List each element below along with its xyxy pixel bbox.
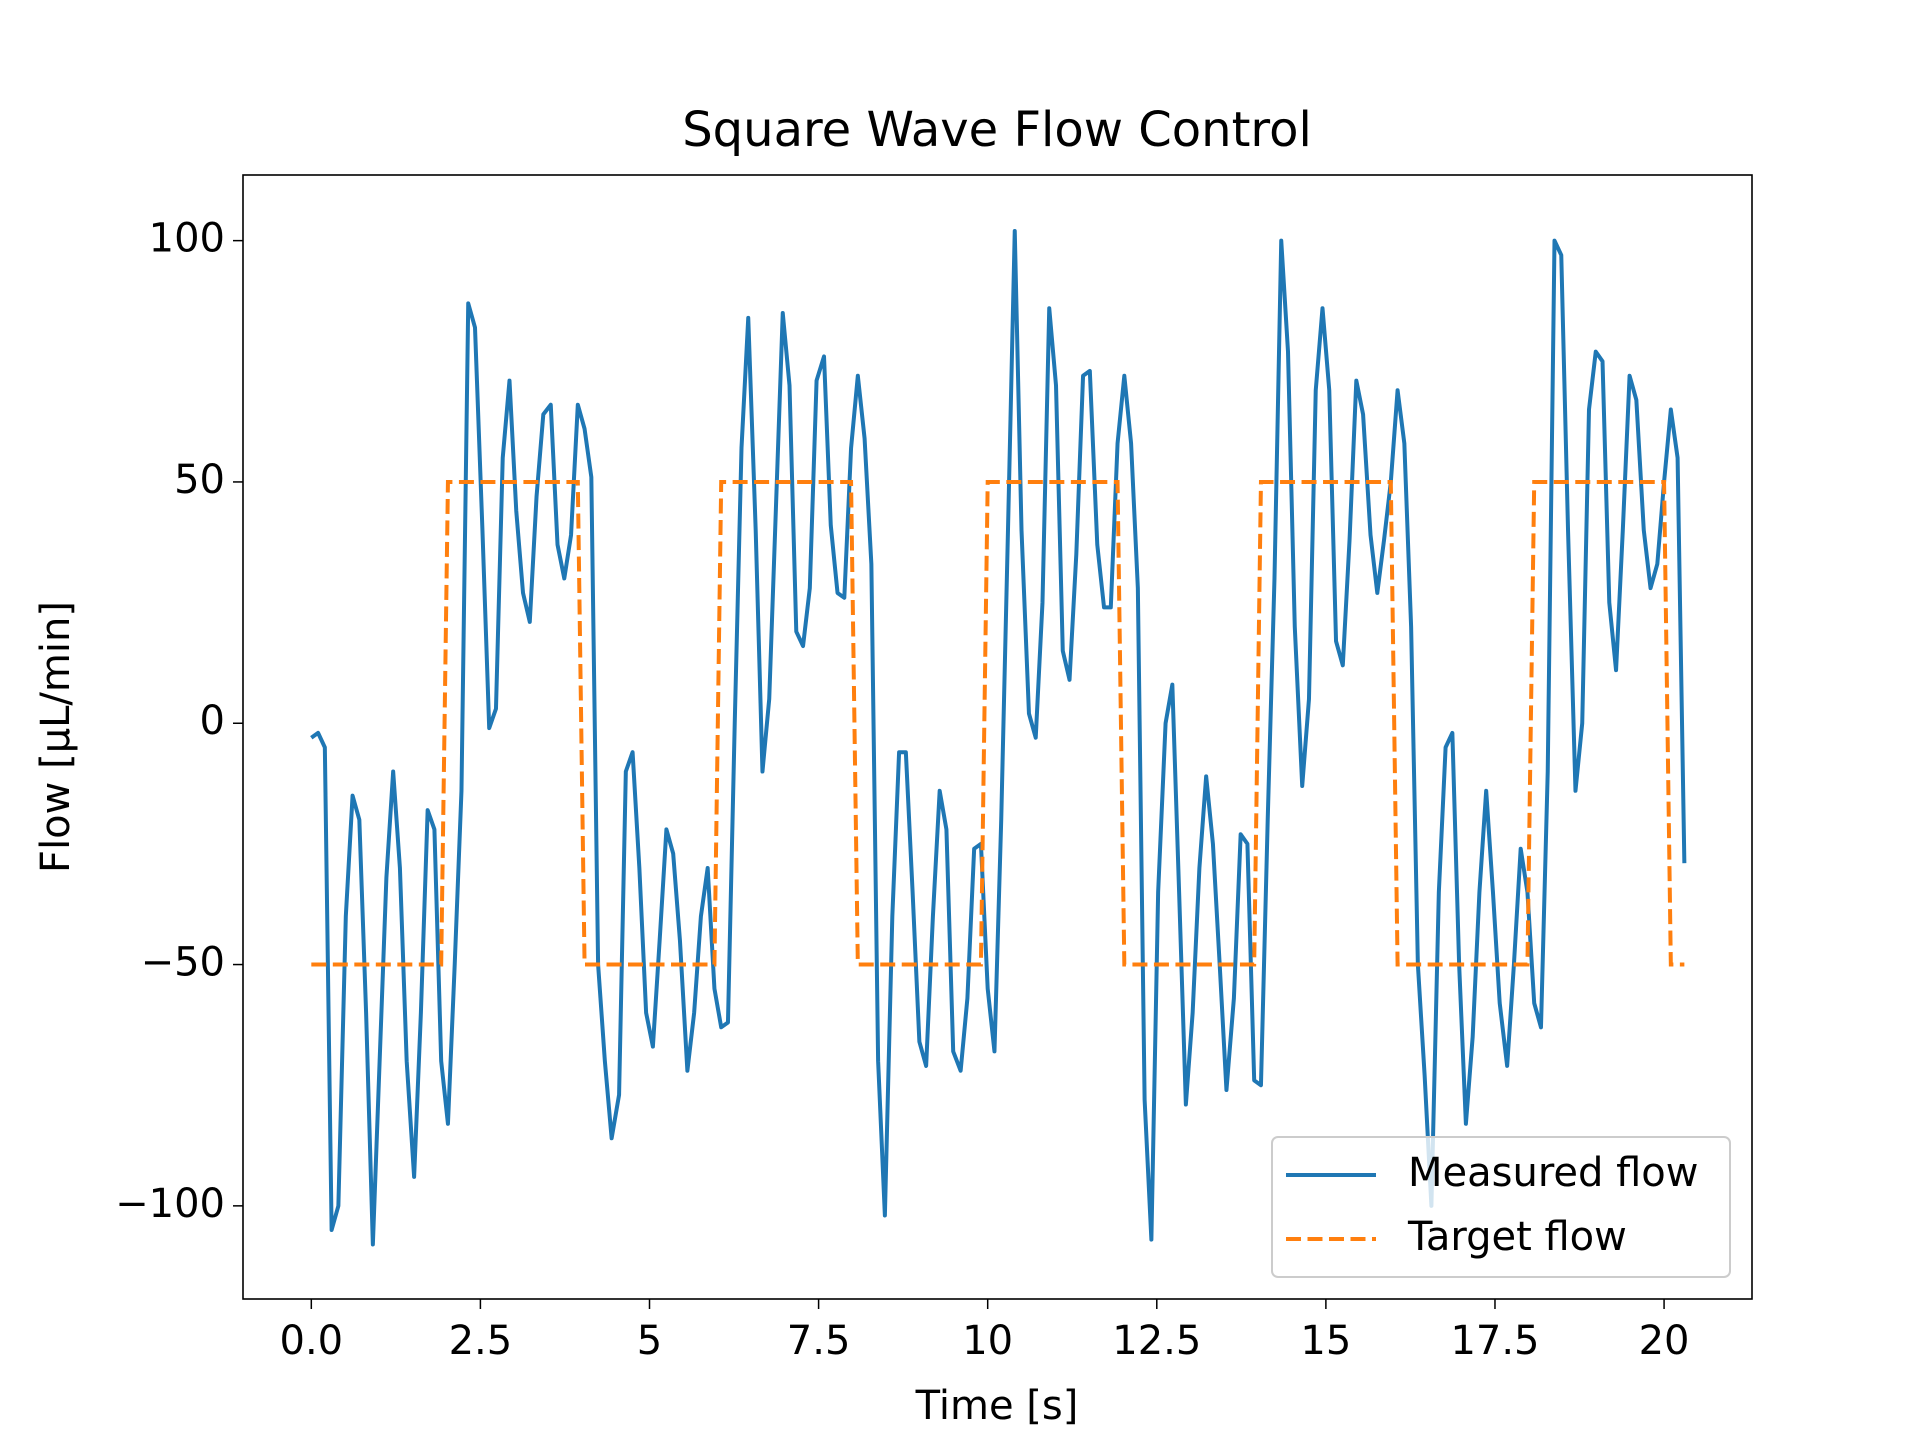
x-tick-label: 0.0 [280,1318,344,1364]
x-tick-label: 17.5 [1450,1318,1539,1364]
x-axis-label: Time [s] [915,1383,1079,1429]
x-tick-label: 12.5 [1112,1318,1201,1364]
x-tick-label: 10 [962,1318,1013,1364]
legend-label: Measured flow [1408,1150,1699,1196]
legend-label: Target flow [1407,1214,1627,1260]
y-tick-label: −100 [115,1181,225,1227]
y-tick-label: −50 [141,940,225,986]
chart-title: Square Wave Flow Control [682,102,1312,158]
x-tick-label: 15 [1300,1318,1351,1364]
y-axis-label: Flow [µL/min] [33,601,79,873]
x-tick-label: 20 [1639,1318,1690,1364]
legend-box [1271,1136,1731,1278]
x-tick-label: 2.5 [449,1318,513,1364]
y-tick-label: 0 [200,698,225,744]
x-tick-label: 7.5 [787,1318,851,1364]
y-tick-label: 100 [149,216,225,262]
line-series [311,479,1685,967]
y-tick-label: 50 [174,457,225,503]
x-tick-label: 5 [637,1318,662,1364]
plot-frame [242,174,1753,1300]
line-series [310,228,1687,1247]
